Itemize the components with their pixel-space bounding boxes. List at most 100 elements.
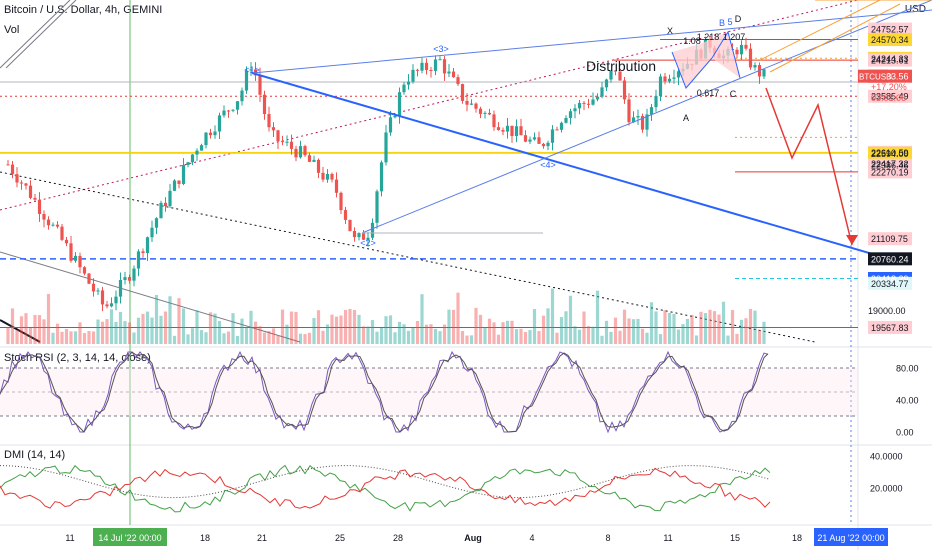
volume-bar — [91, 331, 96, 344]
volume-bar — [577, 329, 582, 344]
candle-body — [519, 126, 523, 136]
candle-body — [64, 239, 69, 244]
rising-dotted-trendline — [0, 0, 859, 211]
volume-bar — [640, 328, 645, 344]
candle-countdown: 03:01:06 — [871, 93, 906, 103]
distribution-label: Distribution — [586, 58, 656, 74]
candle-body — [406, 81, 411, 85]
volume-bar — [357, 314, 361, 344]
volume-bar — [181, 308, 186, 344]
candle-body — [213, 131, 217, 136]
orange-channel-line — [759, 0, 881, 61]
candle-body — [105, 304, 109, 307]
adx-line — [0, 465, 771, 499]
volume-bar — [316, 310, 321, 344]
candle-body — [438, 59, 442, 61]
candle-body — [55, 224, 60, 227]
candle-body — [492, 114, 496, 128]
volume-bar — [712, 311, 717, 344]
volume-bar — [505, 320, 510, 344]
volume-bar — [694, 335, 699, 344]
candle-body — [645, 114, 649, 130]
volume-bar — [474, 307, 478, 344]
volume-bar — [496, 334, 501, 344]
candle-body — [600, 87, 604, 97]
volume-bar — [271, 328, 276, 344]
price-tag: 22610.59 — [871, 148, 909, 158]
candle-body — [10, 164, 15, 175]
time-axis-tick: 11 — [65, 533, 74, 543]
volume-bar — [51, 332, 55, 344]
candle-body — [307, 155, 312, 162]
candle-body — [73, 255, 78, 261]
volume-bar — [226, 331, 231, 344]
candle-body — [235, 101, 240, 110]
volume-bar — [352, 309, 357, 344]
price-tag-bg — [868, 276, 912, 290]
price-tag: 22386.46 — [871, 161, 909, 171]
volume-bar — [141, 313, 145, 344]
candle-body — [582, 102, 586, 104]
candle-body — [541, 143, 546, 147]
volume-bar — [388, 315, 393, 344]
descending-channel-line — [251, 72, 901, 263]
volume-bar — [168, 296, 172, 344]
volume-bar — [37, 315, 42, 344]
price-tag-bg — [868, 232, 912, 246]
volume-bar — [658, 334, 663, 344]
candle-body — [316, 159, 321, 173]
price-tag-bg — [868, 22, 912, 36]
candle-body — [649, 107, 654, 115]
rising-support-line — [361, 0, 932, 234]
candle-body — [118, 279, 123, 297]
volume-bar — [483, 327, 487, 344]
volume-bar — [582, 311, 586, 344]
orange-channel-line — [769, 3, 901, 73]
corner-trendline — [5, 0, 77, 69]
time-axis-tick: 8 — [605, 533, 610, 543]
price-tag-bg — [868, 89, 912, 103]
candle-body — [343, 210, 348, 220]
harmonic-pattern-bcd — [700, 32, 740, 78]
candle-body — [154, 218, 159, 228]
candle-body — [249, 69, 253, 71]
volume-bar — [442, 324, 447, 344]
candle-body — [186, 162, 190, 165]
candle-body — [762, 69, 766, 77]
volume-bar — [753, 310, 757, 344]
candle-body — [190, 154, 195, 163]
volume-bar — [96, 319, 100, 344]
volume-bar — [384, 316, 388, 344]
volume-bar — [447, 309, 451, 344]
candle-body — [744, 44, 748, 49]
candle-body — [505, 125, 510, 132]
candle-body — [46, 219, 51, 226]
volume-bar — [15, 330, 19, 344]
candle-body — [654, 96, 658, 108]
volume-bar — [100, 321, 105, 344]
volume-bar — [420, 294, 424, 344]
volume-bar — [150, 317, 154, 344]
volume-bar — [501, 322, 505, 344]
volume-bar — [613, 317, 618, 344]
chart-title: Bitcoin / U.S. Dollar, 4h, GEMINI — [4, 4, 163, 16]
candle-body — [469, 103, 474, 105]
volume-bar — [555, 332, 559, 344]
candle-body — [676, 71, 681, 78]
volume-bar — [663, 310, 667, 344]
wave-label: <4> — [540, 160, 556, 170]
volume-bar — [699, 311, 703, 344]
candle-body — [276, 130, 280, 142]
volume-bar — [537, 331, 541, 344]
candle-body — [226, 110, 231, 112]
volume-bar — [735, 333, 739, 344]
candle-body — [748, 48, 753, 68]
volume-bar — [42, 319, 46, 344]
volume-bar — [339, 315, 343, 344]
candle-body — [415, 69, 420, 71]
candle-body — [627, 99, 631, 123]
wave-label: <3> — [433, 44, 449, 54]
volume-bar — [217, 321, 222, 344]
volume-bar — [492, 322, 496, 344]
